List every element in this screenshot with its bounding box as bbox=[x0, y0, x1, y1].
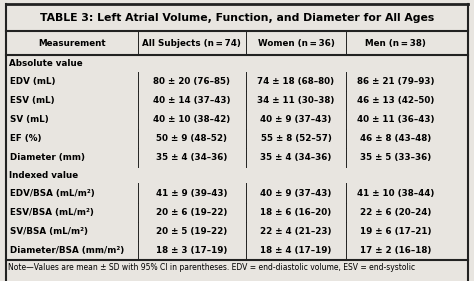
Text: 40 ± 9 (37–43): 40 ± 9 (37–43) bbox=[260, 115, 332, 124]
Text: 20 ± 6 (19–22): 20 ± 6 (19–22) bbox=[156, 208, 228, 217]
Text: 22 ± 6 (20–24): 22 ± 6 (20–24) bbox=[360, 208, 431, 217]
Text: TABLE 3: Left Atrial Volume, Function, and Diameter for All Ages: TABLE 3: Left Atrial Volume, Function, a… bbox=[40, 13, 434, 22]
Text: EDV/BSA (mL/m²): EDV/BSA (mL/m²) bbox=[10, 189, 95, 198]
Text: All Subjects (n = 74): All Subjects (n = 74) bbox=[143, 38, 241, 48]
Text: SV (mL): SV (mL) bbox=[10, 115, 49, 124]
Text: SV/BSA (mL/m²): SV/BSA (mL/m²) bbox=[10, 227, 89, 236]
Text: 18 ± 3 (17–19): 18 ± 3 (17–19) bbox=[156, 246, 228, 255]
Text: 35 ± 5 (33–36): 35 ± 5 (33–36) bbox=[360, 153, 431, 162]
Text: 18 ± 4 (17–19): 18 ± 4 (17–19) bbox=[260, 246, 332, 255]
Text: 40 ± 10 (38–42): 40 ± 10 (38–42) bbox=[153, 115, 230, 124]
Text: Absolute value: Absolute value bbox=[9, 59, 82, 68]
Text: 40 ± 9 (37–43): 40 ± 9 (37–43) bbox=[260, 189, 332, 198]
Text: 50 ± 9 (48–52): 50 ± 9 (48–52) bbox=[156, 134, 228, 143]
Text: 41 ± 9 (39–43): 41 ± 9 (39–43) bbox=[156, 189, 228, 198]
Text: 46 ± 8 (43–48): 46 ± 8 (43–48) bbox=[360, 134, 431, 143]
Text: 86 ± 21 (79–93): 86 ± 21 (79–93) bbox=[357, 77, 434, 86]
Text: 40 ± 14 (37–43): 40 ± 14 (37–43) bbox=[153, 96, 231, 105]
Text: ESV (mL): ESV (mL) bbox=[10, 96, 55, 105]
Text: 46 ± 13 (42–50): 46 ± 13 (42–50) bbox=[357, 96, 434, 105]
Text: 34 ± 11 (30–38): 34 ± 11 (30–38) bbox=[257, 96, 335, 105]
Text: Indexed value: Indexed value bbox=[9, 171, 78, 180]
Text: 80 ± 20 (76–85): 80 ± 20 (76–85) bbox=[154, 77, 230, 86]
Text: Men (n = 38): Men (n = 38) bbox=[365, 38, 426, 48]
Text: EDV (mL): EDV (mL) bbox=[10, 77, 56, 86]
Text: 18 ± 6 (16–20): 18 ± 6 (16–20) bbox=[260, 208, 332, 217]
Text: 17 ± 2 (16–18): 17 ± 2 (16–18) bbox=[360, 246, 431, 255]
Text: 35 ± 4 (34–36): 35 ± 4 (34–36) bbox=[156, 153, 228, 162]
Text: 20 ± 5 (19–22): 20 ± 5 (19–22) bbox=[156, 227, 228, 236]
Text: 19 ± 6 (17–21): 19 ± 6 (17–21) bbox=[360, 227, 431, 236]
Text: Diameter/BSA (mm/m²): Diameter/BSA (mm/m²) bbox=[10, 246, 125, 255]
Text: EF (%): EF (%) bbox=[10, 134, 42, 143]
Text: 22 ± 4 (21–23): 22 ± 4 (21–23) bbox=[260, 227, 332, 236]
Text: 55 ± 8 (52–57): 55 ± 8 (52–57) bbox=[261, 134, 331, 143]
Text: 41 ± 10 (38–44): 41 ± 10 (38–44) bbox=[357, 189, 434, 198]
Text: 74 ± 18 (68–80): 74 ± 18 (68–80) bbox=[257, 77, 335, 86]
Text: 40 ± 11 (36–43): 40 ± 11 (36–43) bbox=[357, 115, 434, 124]
Text: Diameter (mm): Diameter (mm) bbox=[10, 153, 85, 162]
Text: Women (n = 36): Women (n = 36) bbox=[257, 38, 335, 48]
Text: 35 ± 4 (34–36): 35 ± 4 (34–36) bbox=[260, 153, 332, 162]
Text: Note—Values are mean ± SD with 95% CI in parentheses. EDV = end-diastolic volume: Note—Values are mean ± SD with 95% CI in… bbox=[8, 263, 415, 272]
Text: ESV/BSA (mL/m²): ESV/BSA (mL/m²) bbox=[10, 208, 94, 217]
Text: Measurement: Measurement bbox=[38, 38, 105, 48]
